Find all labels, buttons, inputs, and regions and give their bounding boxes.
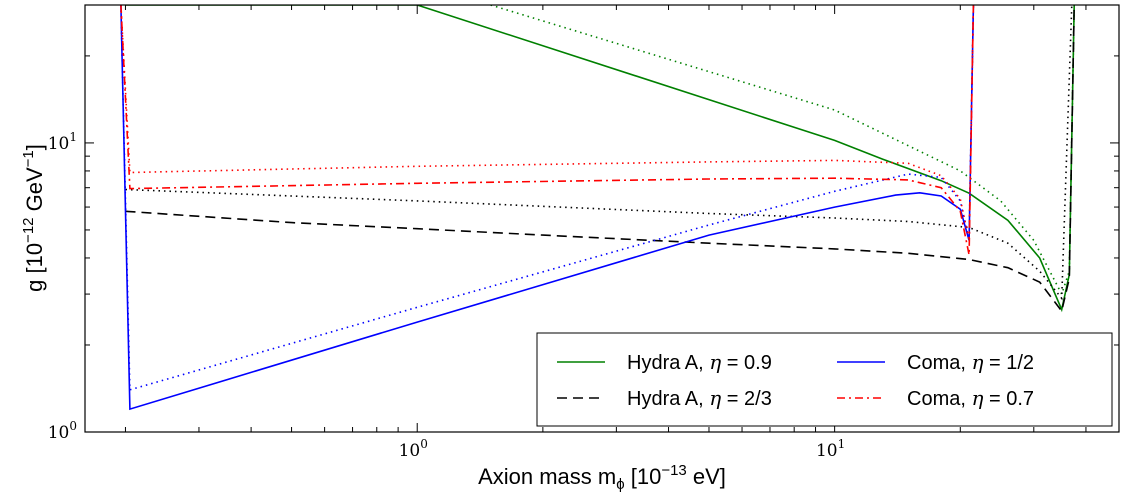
legend-label-0: Hydra A, η = 0.9 [627, 350, 772, 374]
x-axis-label: Axion mass mϕ [10−13 eV] [478, 462, 726, 493]
series-layer [120, 5, 1075, 411]
series-line-5 [120, 5, 975, 391]
legend-frame [536, 332, 1113, 427]
legend: Hydra A, η = 0.9 Hydra A, η = 2/3 Coma, η … [536, 332, 1113, 427]
series-line-6 [120, 5, 975, 256]
legend-label-2: Coma, η = 1/2 [907, 350, 1034, 374]
y-tick-label-1: 101 [48, 130, 77, 154]
series-line-2 [125, 5, 1075, 313]
legend-label-1: Hydra A, η = 2/3 [627, 386, 772, 410]
x-tick-label-0: 100 [399, 437, 428, 461]
plot-frame [84, 4, 1120, 433]
series-line-3 [125, 5, 1073, 301]
y-axis-label: g [10−12 GeV−1] [20, 144, 47, 292]
x-tick-label-1: 101 [816, 437, 845, 461]
series-line-4 [120, 5, 975, 411]
ticks-layer: 100 101 100 101 [48, 4, 1119, 461]
legend-label-3: Coma, η = 0.7 [907, 386, 1034, 410]
y-tick-label-0: 100 [48, 419, 77, 443]
